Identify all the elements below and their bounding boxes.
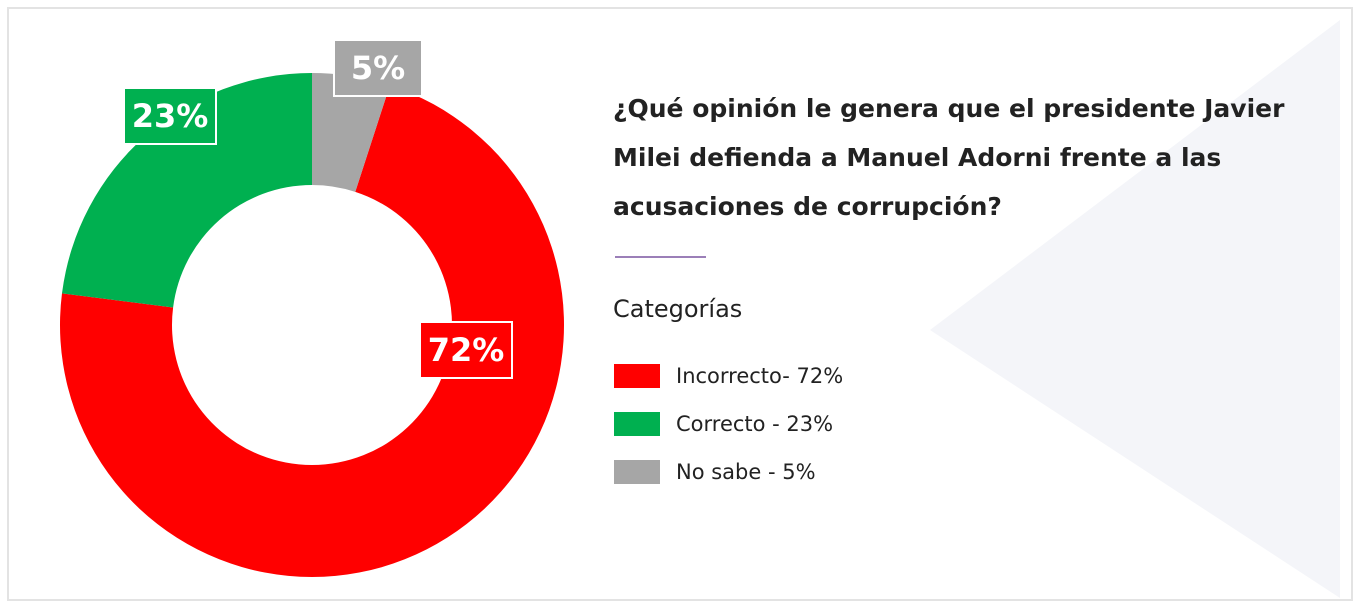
value-label: 5% (351, 49, 405, 87)
value-label-box (419, 321, 513, 379)
legend-label: Correcto - 23% (676, 412, 833, 436)
value-label: 23% (132, 97, 209, 135)
legend-label: No sabe - 5% (676, 460, 816, 484)
value-label-box (333, 39, 423, 97)
legend-label: Incorrecto- 72% (676, 364, 843, 388)
legend-title: Categorías (613, 295, 742, 323)
slice (61, 73, 313, 308)
legend-swatch (614, 412, 660, 436)
value-label: 72% (428, 331, 505, 369)
slice (312, 73, 390, 192)
background-shape (930, 20, 1340, 598)
value-label-box (123, 87, 217, 145)
chart-title: ¿Qué opinión le genera que el presidente… (613, 94, 1285, 221)
legend-swatch (614, 364, 660, 388)
slice (59, 85, 564, 578)
legend-swatch (614, 460, 660, 484)
